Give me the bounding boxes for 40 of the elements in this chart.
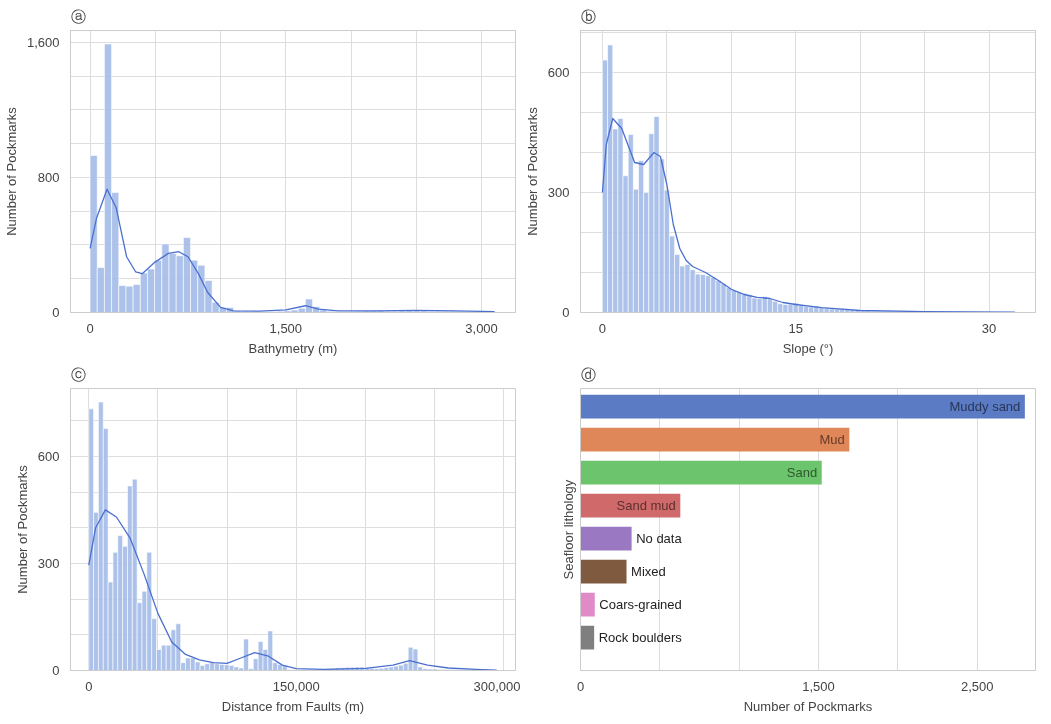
y-tick-label: 600 (37, 448, 60, 464)
y-tick-label: 300 (37, 555, 60, 571)
x-tick-label: 0 (85, 678, 93, 694)
y-tick-label: Muddy sand (949, 399, 1021, 415)
x-axis-title: Number of Pockmarks (743, 698, 873, 714)
x-tick-label: 2,500 (960, 678, 994, 694)
y-axis-title: Number of Pockmarks (14, 464, 30, 594)
x-tick-label: 300,000 (473, 678, 521, 694)
x-tick-label: 15 (788, 320, 803, 336)
x-tick-label: 0 (576, 678, 585, 694)
chart-title: ⓒ (70, 365, 86, 384)
y-tick-label: 800 (37, 169, 60, 185)
x-axis-title: Distance from Faults (m) (221, 698, 365, 714)
chart-title: ⓓ (580, 365, 596, 384)
x-tick-label: 0 (86, 320, 94, 336)
y-tick-label: Sand (786, 465, 818, 481)
y-axis-title: Number of Pockmarks (3, 106, 19, 236)
y-tick-label: 0 (562, 305, 570, 320)
y-axis-title: Number of Pockmarks (524, 106, 540, 236)
y-tick-label: 300 (547, 185, 570, 200)
chart-title: ⓐ (70, 7, 86, 26)
y-tick-label: Coars-grained (599, 597, 682, 613)
y-tick-label: 1,600 (26, 34, 60, 50)
x-tick-label: 30 (981, 320, 997, 336)
y-tick-label: 600 (547, 65, 570, 80)
y-tick-label: 0 (52, 305, 60, 320)
y-tick-label: No data (636, 531, 683, 547)
x-tick-label: 1,500 (269, 320, 303, 336)
y-tick-label: 0 (52, 663, 60, 678)
y-tick-label: Rock boulders (598, 630, 683, 646)
x-axis-title: Slope (°) (782, 340, 834, 356)
y-tick-label: Mud (819, 432, 845, 448)
x-tick-label: 3,000 (465, 320, 498, 336)
x-tick-label: 150,000 (272, 678, 320, 694)
chart-title: ⓑ (580, 7, 596, 26)
y-axis-title: Seafloor lithology (560, 479, 576, 580)
y-tick-label: Sand mud (616, 498, 676, 514)
x-axis-title: Bathymetry (m) (248, 340, 338, 356)
y-tick-label: Mixed (631, 564, 666, 580)
x-tick-label: 1,500 (802, 678, 835, 694)
